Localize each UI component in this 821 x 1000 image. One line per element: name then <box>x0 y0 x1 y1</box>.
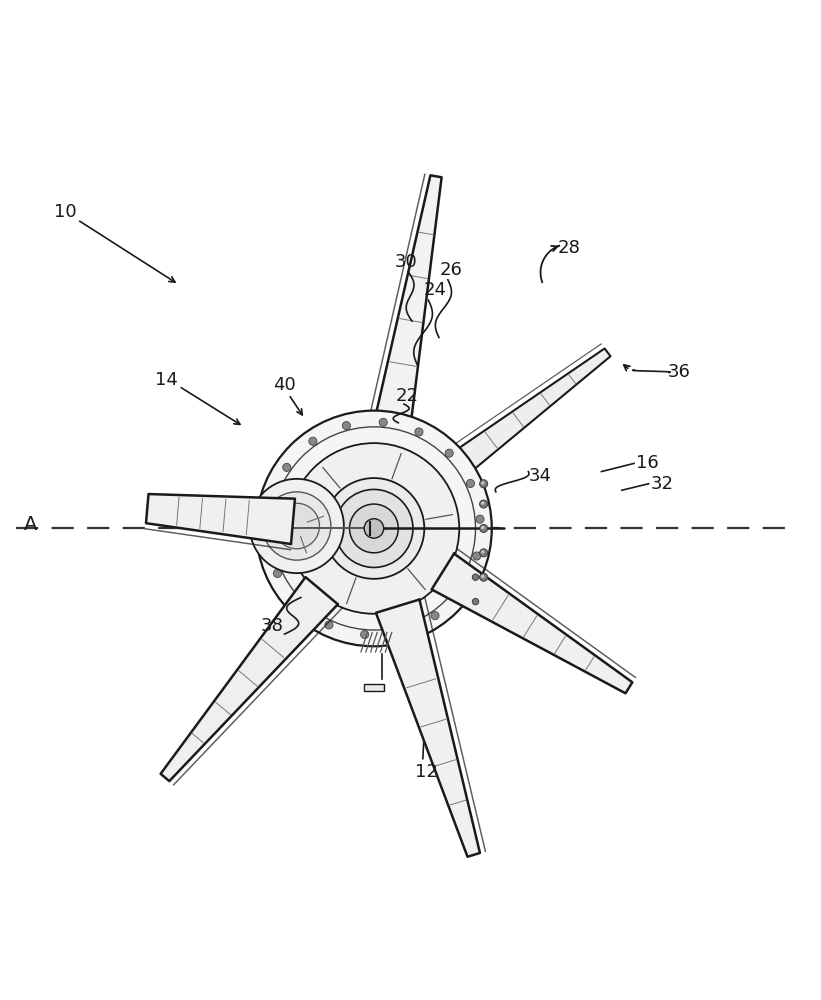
Text: 26: 26 <box>440 261 462 279</box>
Circle shape <box>476 515 484 523</box>
Polygon shape <box>369 175 442 452</box>
Text: 30: 30 <box>395 253 418 271</box>
Text: 38: 38 <box>261 617 284 635</box>
Text: 24: 24 <box>424 281 447 299</box>
Circle shape <box>481 550 484 554</box>
Circle shape <box>267 497 275 505</box>
Circle shape <box>335 489 413 567</box>
Text: 16: 16 <box>636 454 659 472</box>
Text: 40: 40 <box>273 376 296 394</box>
Circle shape <box>263 492 331 560</box>
Circle shape <box>360 630 369 639</box>
Circle shape <box>481 575 484 578</box>
Polygon shape <box>161 577 338 781</box>
Circle shape <box>365 519 383 538</box>
Circle shape <box>479 524 488 533</box>
Text: 22: 22 <box>396 387 419 405</box>
Polygon shape <box>146 494 295 544</box>
Text: 12: 12 <box>415 763 438 781</box>
Circle shape <box>472 574 479 580</box>
Circle shape <box>274 503 319 549</box>
Bar <box>364 684 384 691</box>
Circle shape <box>479 480 488 488</box>
Text: 32: 32 <box>651 475 674 493</box>
Text: A: A <box>25 515 38 534</box>
Circle shape <box>472 598 479 605</box>
Circle shape <box>350 504 398 553</box>
Circle shape <box>342 422 351 430</box>
Circle shape <box>264 534 272 542</box>
Circle shape <box>256 411 492 646</box>
Text: 28: 28 <box>557 239 580 257</box>
Text: 14: 14 <box>155 371 178 389</box>
Text: 34: 34 <box>529 467 552 485</box>
Circle shape <box>481 502 484 505</box>
Circle shape <box>479 500 488 508</box>
Circle shape <box>431 612 439 620</box>
Circle shape <box>481 481 484 485</box>
Circle shape <box>397 627 406 635</box>
Polygon shape <box>430 348 611 491</box>
Circle shape <box>379 418 388 426</box>
Circle shape <box>289 443 459 614</box>
Circle shape <box>323 478 424 579</box>
Circle shape <box>457 585 466 594</box>
Circle shape <box>479 549 488 557</box>
Circle shape <box>273 569 282 577</box>
Text: 36: 36 <box>667 363 690 381</box>
Circle shape <box>466 479 475 488</box>
Text: 10: 10 <box>54 203 76 221</box>
Circle shape <box>325 621 333 629</box>
Circle shape <box>479 573 488 581</box>
Circle shape <box>445 449 453 457</box>
Circle shape <box>250 479 344 573</box>
Circle shape <box>481 526 484 529</box>
Circle shape <box>309 437 317 445</box>
Circle shape <box>282 463 291 471</box>
Circle shape <box>295 600 303 608</box>
Circle shape <box>415 428 423 436</box>
Polygon shape <box>432 554 632 693</box>
Polygon shape <box>376 600 480 857</box>
Circle shape <box>473 552 481 560</box>
